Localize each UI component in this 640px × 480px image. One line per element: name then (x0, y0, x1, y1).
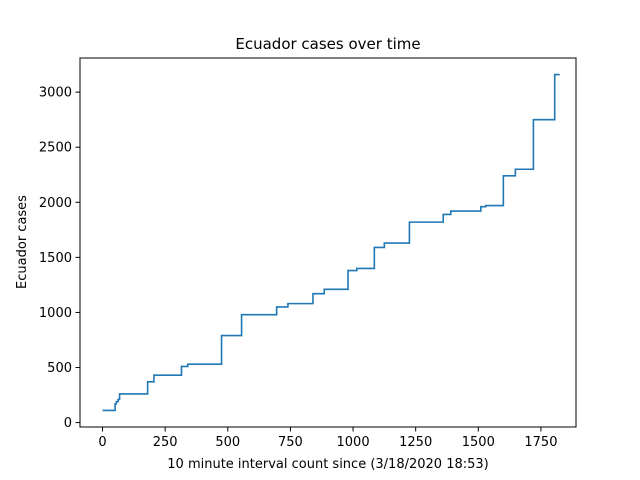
x-axis-title: 10 minute interval count since (3/18/202… (167, 457, 488, 472)
y-tick-label-1000: 1000 (39, 306, 72, 321)
y-tick-label-1500: 1500 (39, 251, 72, 266)
x-tick-label-1250: 1250 (399, 435, 432, 450)
x-tick-label-500: 500 (215, 435, 240, 450)
x-tick-label-250: 250 (153, 435, 178, 450)
x-tick-label-1750: 1750 (524, 435, 557, 450)
x-tick-label-0: 0 (98, 435, 106, 450)
series-line-0 (102, 73, 560, 412)
plot-frame (79, 57, 577, 428)
chart-title: Ecuador cases over time (235, 35, 420, 53)
y-tick-label-0: 0 (64, 416, 72, 431)
x-axis: 0 250 500 750 1000 1250 1500 1750 (98, 427, 557, 450)
x-tick-label-1500: 1500 (462, 435, 495, 450)
y-axis: 0 500 1000 1500 2000 2500 3000 (39, 86, 80, 431)
x-tick-label-1000: 1000 (337, 435, 370, 450)
y-tick-label-500: 500 (47, 361, 72, 376)
x-tick-label-750: 750 (278, 435, 303, 450)
y-tick-label-2500: 2500 (39, 141, 72, 156)
plot-area (79, 57, 577, 428)
y-tick-label-3000: 3000 (39, 86, 72, 101)
y-axis-title: Ecuador cases (15, 195, 30, 289)
y-tick-label-2000: 2000 (39, 196, 72, 211)
